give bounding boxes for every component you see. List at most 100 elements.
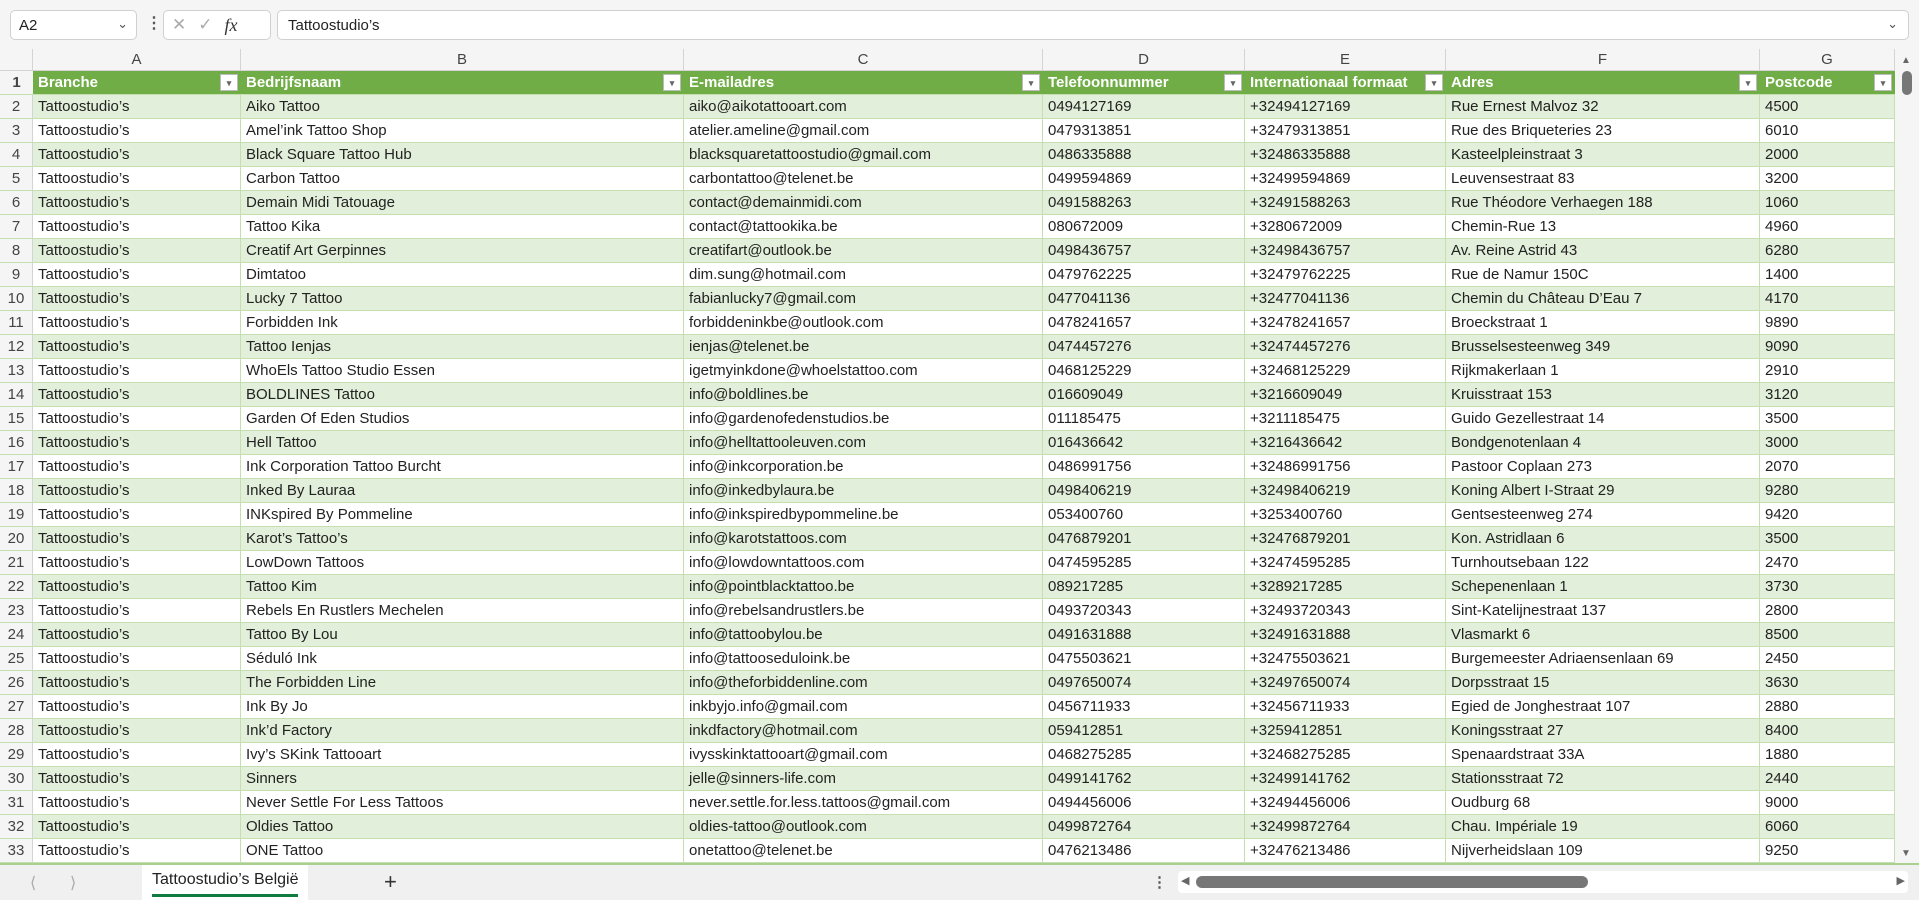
horizontal-scrollbar[interactable]: ◀ ▶ [1178,871,1908,893]
table-header-cell[interactable]: Branche ▾ [33,71,241,94]
table-cell[interactable]: Tattoostudio’s [33,815,241,838]
table-cell[interactable]: Tattoo Ienjas [241,335,684,358]
row-number[interactable]: 10 [0,287,33,310]
table-cell[interactable]: jelle@sinners-life.com [684,767,1043,790]
table-cell[interactable]: Kruisstraat 153 [1446,383,1760,406]
row-number[interactable]: 29 [0,743,33,766]
row-number[interactable]: 2 [0,95,33,118]
table-cell[interactable]: Rue des Briqueteries 23 [1446,119,1760,142]
table-cell[interactable]: Egied de Jonghestraat 107 [1446,695,1760,718]
table-cell[interactable]: Rijkmakerlaan 1 [1446,359,1760,382]
table-cell[interactable]: Nijverheidslaan 109 [1446,839,1760,862]
table-cell[interactable]: 0477041136 [1043,287,1245,310]
table-cell[interactable]: info@rebelsandrustlers.be [684,599,1043,622]
table-cell[interactable]: Demain Midi Tatouage [241,191,684,214]
table-cell[interactable]: 053400760 [1043,503,1245,526]
table-cell[interactable]: 0499141762 [1043,767,1245,790]
table-cell[interactable]: Tattoo By Lou [241,623,684,646]
table-cell[interactable]: WhoEls Tattoo Studio Essen [241,359,684,382]
table-cell[interactable]: 0486335888 [1043,143,1245,166]
table-cell[interactable]: Sint-Katelijnestraat 137 [1446,599,1760,622]
table-cell[interactable]: 0493720343 [1043,599,1245,622]
table-cell[interactable]: Oldies Tattoo [241,815,684,838]
table-cell[interactable]: Chau. Impériale 19 [1446,815,1760,838]
column-header-a[interactable]: A [33,49,241,70]
table-cell[interactable]: Tattoostudio’s [33,767,241,790]
table-cell[interactable]: Tattoostudio’s [33,623,241,646]
table-cell[interactable]: Chemin-Rue 13 [1446,215,1760,238]
filter-dropdown-icon[interactable]: ▾ [1022,74,1040,91]
row-number[interactable]: 7 [0,215,33,238]
table-cell[interactable]: Tattoostudio’s [33,791,241,814]
table-cell[interactable]: 0494127169 [1043,95,1245,118]
table-cell[interactable]: Tattoostudio’s [33,95,241,118]
table-cell[interactable]: Never Settle For Less Tattoos [241,791,684,814]
table-cell[interactable]: 3500 [1760,527,1895,550]
table-cell[interactable]: Tattoostudio’s [33,743,241,766]
table-cell[interactable]: 080672009 [1043,215,1245,238]
table-cell[interactable]: Inked By Lauraa [241,479,684,502]
column-header-f[interactable]: F [1446,49,1760,70]
table-cell[interactable]: Tattoostudio’s [33,839,241,862]
table-cell[interactable]: Av. Reine Astrid 43 [1446,239,1760,262]
table-cell[interactable]: info@tattooseduloink.be [684,647,1043,670]
table-cell[interactable]: ienjas@telenet.be [684,335,1043,358]
table-cell[interactable]: Rebels En Rustlers Mechelen [241,599,684,622]
scroll-right-icon[interactable]: ▶ [1896,875,1905,887]
table-cell[interactable]: Tattoostudio’s [33,239,241,262]
table-cell[interactable]: 9250 [1760,839,1895,862]
row-number[interactable]: 26 [0,671,33,694]
table-cell[interactable]: 0468125229 [1043,359,1245,382]
table-cell[interactable]: 4170 [1760,287,1895,310]
table-cell[interactable]: Tattoostudio’s [33,479,241,502]
add-sheet-button[interactable]: + [384,869,397,894]
table-cell[interactable]: 0474457276 [1043,335,1245,358]
table-cell[interactable]: 059412851 [1043,719,1245,742]
table-cell[interactable]: Ivy’s SKink Tattooart [241,743,684,766]
table-header-cell[interactable]: E-mailadres ▾ [684,71,1043,94]
table-cell[interactable]: 2440 [1760,767,1895,790]
table-cell[interactable]: 011185475 [1043,407,1245,430]
table-cell[interactable]: contact@demainmidi.com [684,191,1043,214]
row-number[interactable]: 1 [0,71,33,94]
table-cell[interactable]: Hell Tattoo [241,431,684,454]
row-number[interactable]: 16 [0,431,33,454]
insert-function-icon[interactable]: fx [224,14,238,35]
filter-dropdown-icon[interactable]: ▾ [1874,74,1892,91]
table-cell[interactable]: +32476879201 [1245,527,1446,550]
table-cell[interactable]: oldies-tattoo@outlook.com [684,815,1043,838]
table-cell[interactable]: Vlasmarkt 6 [1446,623,1760,646]
table-cell[interactable]: Tattoostudio’s [33,647,241,670]
table-cell[interactable]: Dorpsstraat 15 [1446,671,1760,694]
table-cell[interactable]: 0476213486 [1043,839,1245,862]
table-cell[interactable]: Guido Gezellestraat 14 [1446,407,1760,430]
table-cell[interactable]: 0476879201 [1043,527,1245,550]
table-cell[interactable]: +32494456006 [1245,791,1446,814]
table-cell[interactable]: Carbon Tattoo [241,167,684,190]
more-options-icon[interactable]: ⋮ [146,15,162,32]
table-cell[interactable]: +32476213486 [1245,839,1446,862]
table-cell[interactable]: aiko@aikotattooart.com [684,95,1043,118]
table-cell[interactable]: Broeckstraat 1 [1446,311,1760,334]
table-cell[interactable]: info@inkedbylaura.be [684,479,1043,502]
table-cell[interactable]: 016436642 [1043,431,1245,454]
table-cell[interactable]: 2070 [1760,455,1895,478]
scroll-down-icon[interactable]: ▼ [1901,848,1911,859]
table-cell[interactable]: Brusselsesteenweg 349 [1446,335,1760,358]
scroll-left-icon[interactable]: ◀ [1181,875,1190,887]
table-cell[interactable]: 3630 [1760,671,1895,694]
table-cell[interactable]: 3200 [1760,167,1895,190]
table-cell[interactable]: Tattoostudio’s [33,167,241,190]
table-cell[interactable]: +32479313851 [1245,119,1446,142]
table-cell[interactable]: blacksquaretattoostudio@gmail.com [684,143,1043,166]
row-number[interactable]: 9 [0,263,33,286]
table-cell[interactable]: forbiddeninkbe@outlook.com [684,311,1043,334]
table-cell[interactable]: +32474595285 [1245,551,1446,574]
table-cell[interactable]: Creatif Art Gerpinnes [241,239,684,262]
table-cell[interactable]: 0491631888 [1043,623,1245,646]
table-cell[interactable]: Tattoo Kim [241,575,684,598]
row-number[interactable]: 32 [0,815,33,838]
row-number[interactable]: 17 [0,455,33,478]
row-number[interactable]: 28 [0,719,33,742]
table-cell[interactable]: Rue Théodore Verhaegen 188 [1446,191,1760,214]
